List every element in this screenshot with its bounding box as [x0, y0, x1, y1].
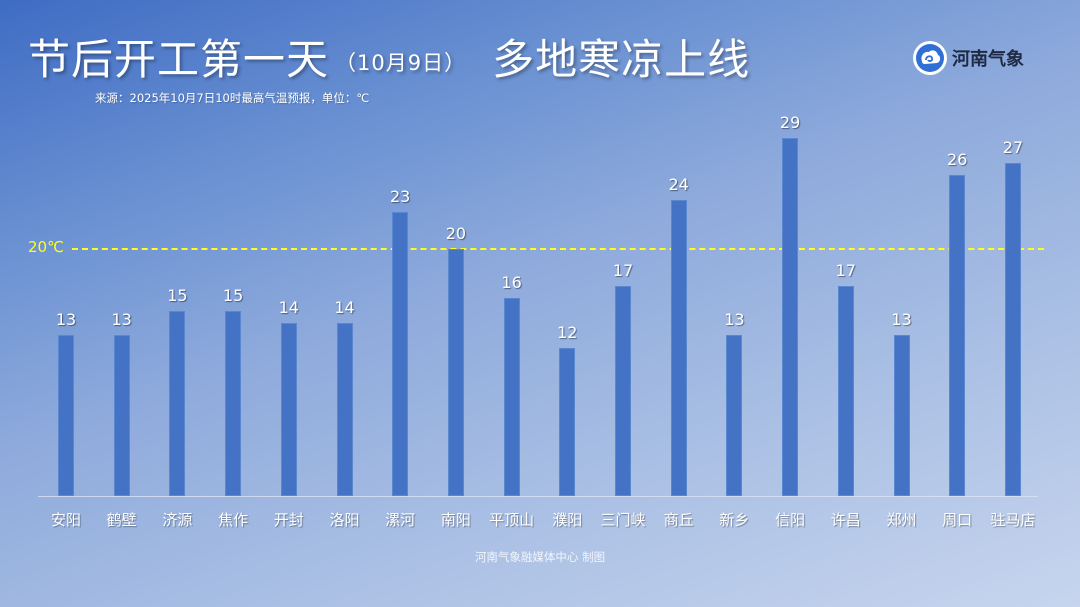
bar — [225, 310, 242, 496]
bar-value-label: 26 — [947, 149, 968, 169]
bar — [447, 249, 464, 496]
bar — [280, 323, 297, 496]
bar-value-label: 17 — [612, 261, 634, 281]
bar — [782, 137, 799, 496]
bar-value-label: 29 — [779, 112, 801, 132]
bar-value-label: 20 — [445, 224, 467, 243]
x-axis-baseline — [38, 496, 1038, 497]
category-label: 南阳 — [440, 511, 471, 529]
reference-line-20c — [72, 248, 1044, 250]
category-label: 济源 — [162, 511, 193, 529]
brand-name: 河南气象 — [952, 49, 1024, 70]
bar — [503, 298, 520, 496]
category-label: 安阳 — [50, 511, 81, 529]
category-label: 开封 — [273, 511, 304, 529]
bar — [726, 335, 743, 496]
bar — [1004, 162, 1021, 496]
bar — [58, 335, 74, 496]
category-label: 平顶山 — [489, 511, 535, 529]
bar — [113, 335, 130, 496]
bar — [559, 347, 576, 496]
bar-value-label: 27 — [1002, 137, 1024, 157]
bar — [949, 174, 966, 496]
category-label: 新乡 — [719, 511, 750, 529]
title-headline: 多地寒凉上线 — [492, 35, 751, 84]
bar — [893, 335, 910, 496]
category-label: 濮阳 — [552, 511, 583, 529]
bar — [169, 310, 186, 496]
bar-value-label: 13 — [111, 310, 132, 330]
bar-value-label: 15 — [222, 285, 244, 305]
bar-value-label: 13 — [724, 310, 745, 330]
page-title: 节后开工第一天 （10月9日） 多地寒凉上线 — [28, 26, 750, 87]
bar-value-label: 13 — [891, 310, 912, 330]
footer-credit: 河南气象融媒体中心 制图 — [474, 550, 606, 564]
bar — [392, 211, 409, 496]
bar-value-label: 14 — [278, 298, 299, 318]
category-label: 周口 — [942, 511, 973, 529]
title-main: 节后开工第一天 — [28, 35, 330, 84]
brand: 河南气象 — [913, 41, 1024, 75]
category-label: 许昌 — [830, 511, 861, 529]
category-label: 郑州 — [886, 511, 917, 529]
bar-value-label: 13 — [55, 310, 77, 330]
category-label: 漯河 — [385, 511, 416, 529]
bar-value-label: 15 — [167, 285, 188, 305]
bar-value-label: 16 — [501, 273, 522, 293]
category-label: 鹤壁 — [106, 511, 137, 529]
bar — [837, 286, 854, 496]
category-label: 商丘 — [663, 511, 694, 529]
data-source-note: 来源：2025年10月7日10时最高气温预报，单位：℃ — [95, 91, 370, 105]
category-label: 信阳 — [775, 511, 806, 529]
category-label: 洛阳 — [329, 511, 360, 529]
reference-line-label: 20℃ — [28, 238, 64, 256]
bar-value-label: 23 — [390, 186, 411, 206]
category-label: 三门峡 — [600, 511, 646, 529]
bar — [336, 323, 353, 496]
bar-value-label: 14 — [334, 298, 355, 318]
bar-value-label: 24 — [668, 174, 689, 194]
bar-value-label: 17 — [835, 261, 856, 281]
henan-meteorology-logo-icon — [913, 41, 947, 75]
category-label: 驻马店 — [990, 511, 1036, 529]
title-date: （10月9日） — [335, 51, 467, 75]
bar — [670, 199, 687, 496]
bar-value-label: 12 — [557, 322, 578, 342]
bar — [615, 286, 631, 496]
category-label: 焦作 — [218, 511, 249, 529]
